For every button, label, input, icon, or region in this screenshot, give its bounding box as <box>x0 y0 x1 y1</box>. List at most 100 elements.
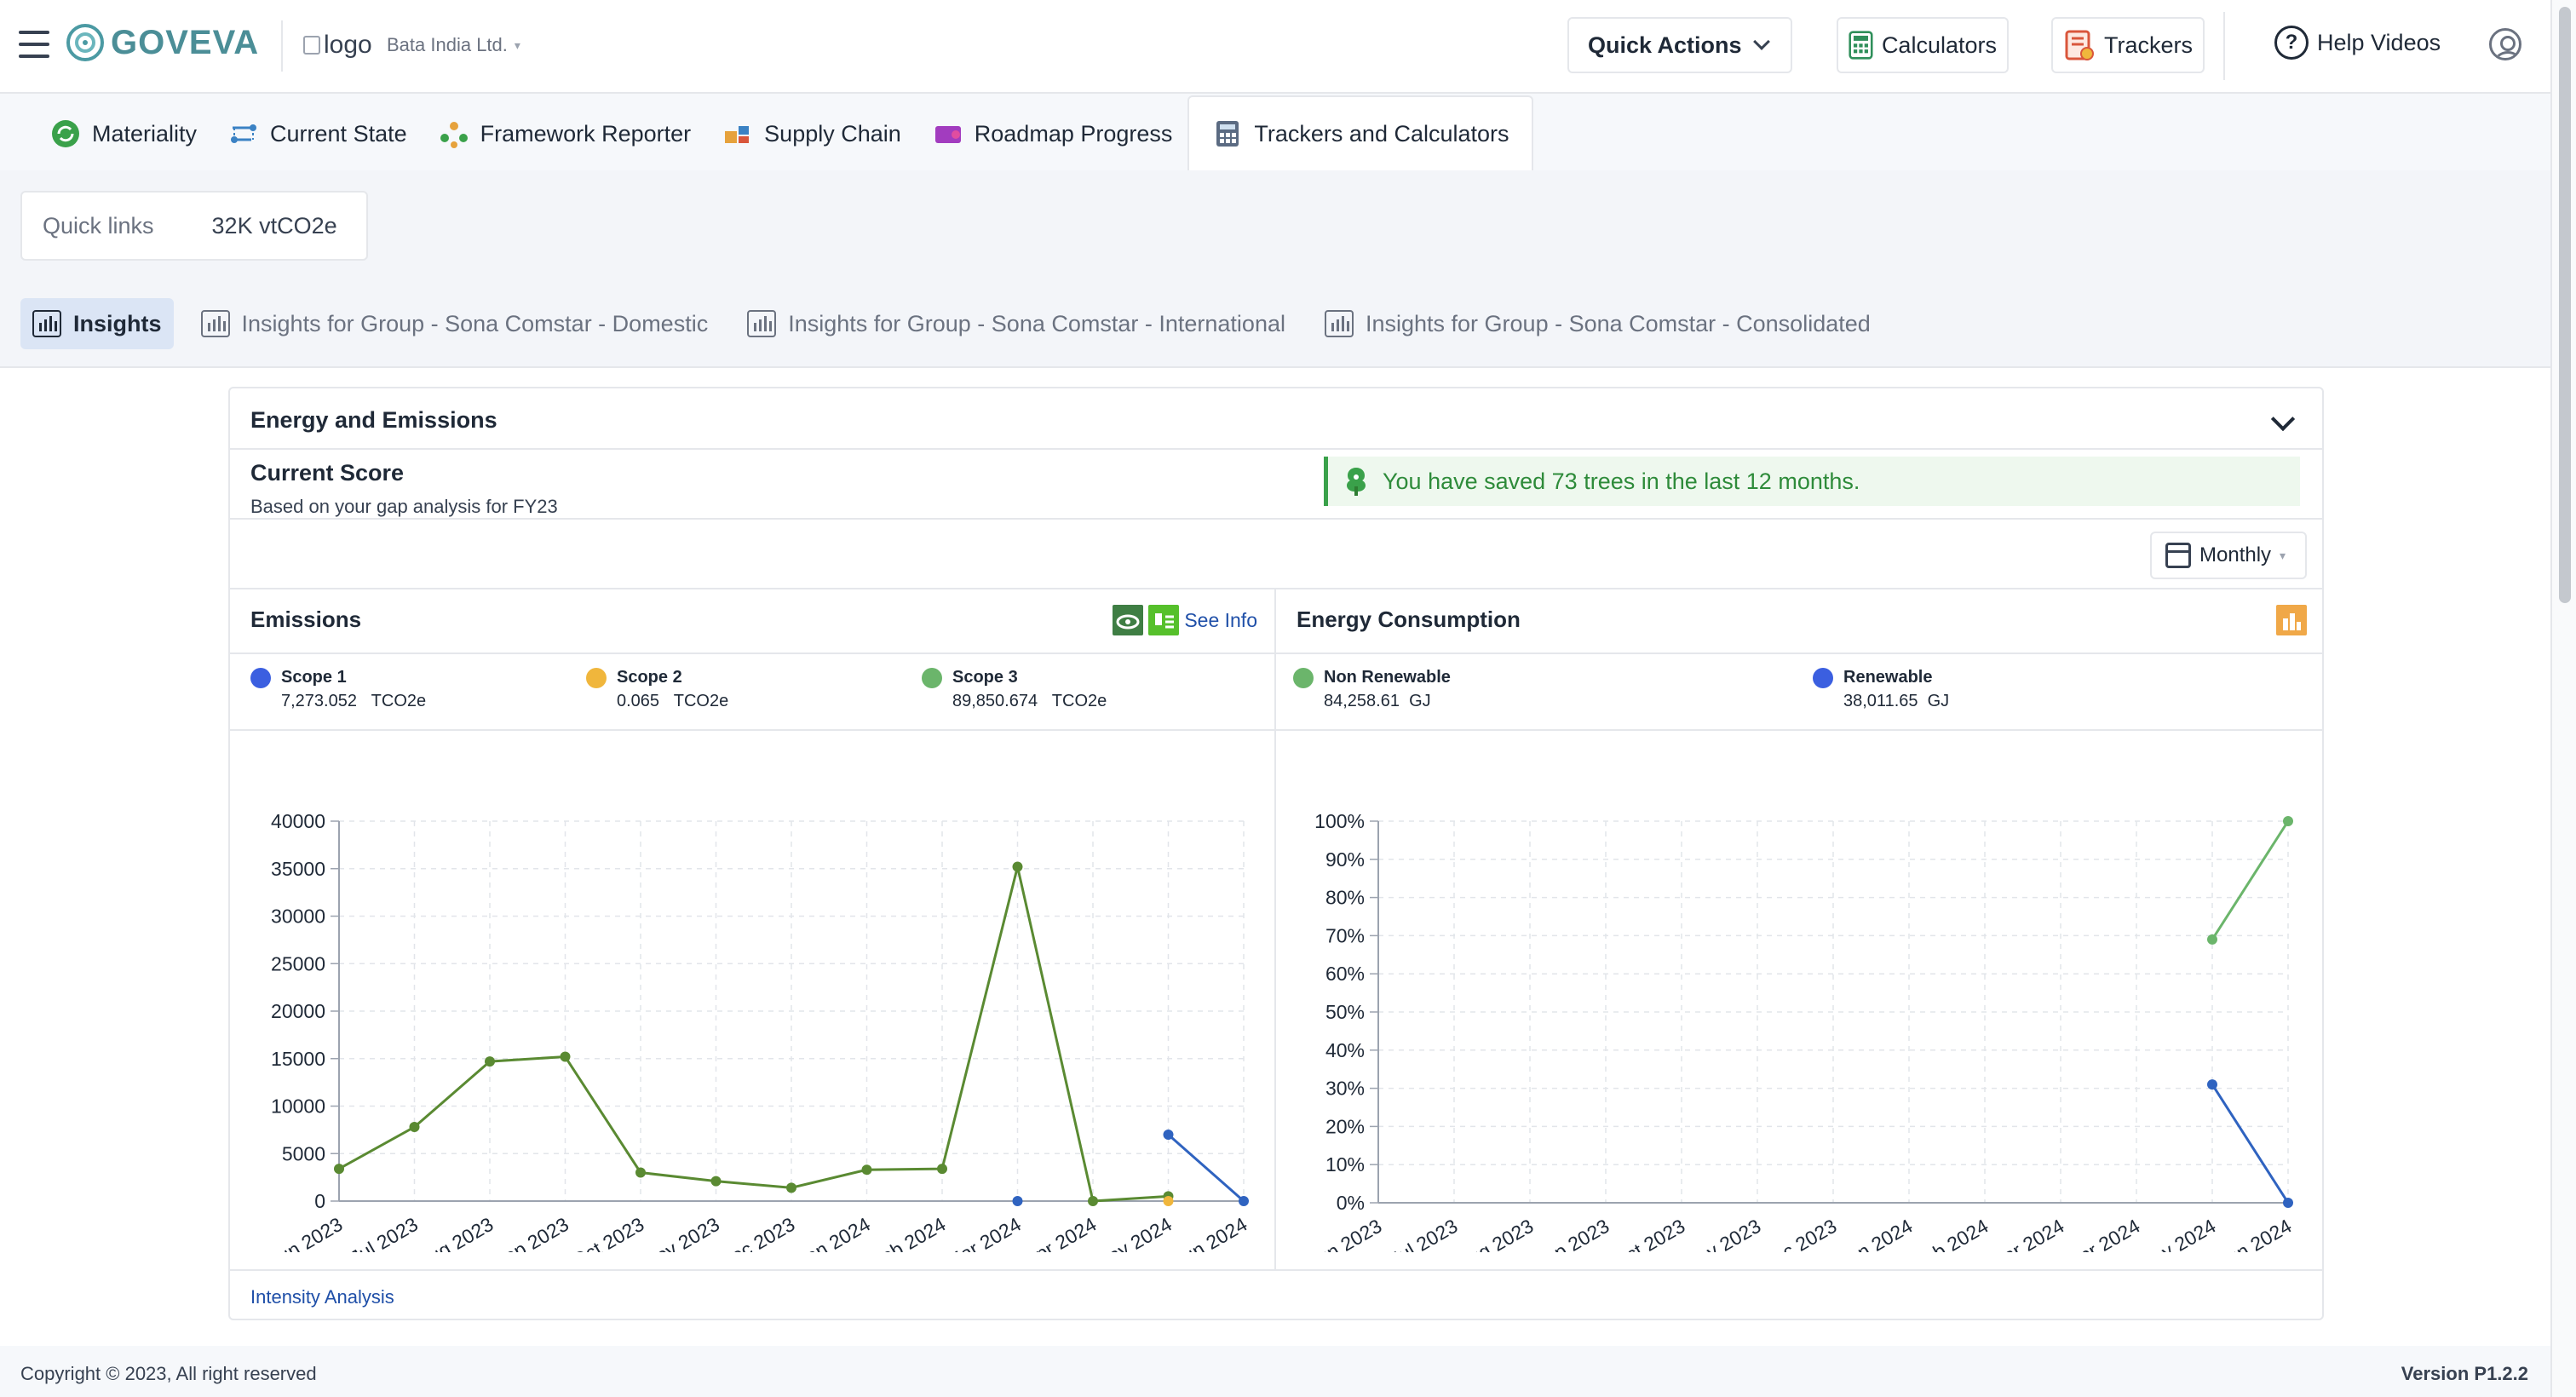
quick-links-value[interactable]: 32K vtCO2e <box>211 212 337 239</box>
y-tick-label: 90% <box>1325 848 1365 871</box>
tracker-icon <box>2065 30 2094 60</box>
x-tick-label: Mar 2024 <box>1985 1215 2067 1252</box>
calculators-button[interactable]: Calculators <box>1837 17 2009 73</box>
bar-chart-icon <box>32 310 61 337</box>
help-videos-label: Help Videos <box>2317 29 2441 55</box>
data-point-scope-3 <box>560 1051 571 1062</box>
emissions-panel: Emissions See Info Scope 1 7,273.052 TCO2… <box>230 588 1276 1269</box>
legend-scope-1[interactable]: Scope 1 7,273.052 TCO2e <box>250 666 426 714</box>
legend-renewable[interactable]: Renewable 38,011.65 GJ <box>1813 666 1949 714</box>
energy-emissions-card: Energy and Emissions Current Score Based… <box>228 387 2324 1320</box>
y-tick-label: 80% <box>1325 887 1365 909</box>
y-tick-label: 5000 <box>282 1142 325 1164</box>
y-tick-label: 20000 <box>271 1000 325 1022</box>
tab-roadmap-progress[interactable]: Roadmap Progress <box>917 97 1188 170</box>
quick-links-label: Quick links <box>43 212 154 239</box>
tab-insights-international[interactable]: Insights for Group - Sona Comstar - Inte… <box>735 298 1297 349</box>
divider <box>230 588 2322 589</box>
caret-down-icon: ▾ <box>2280 548 2286 562</box>
help-videos-link[interactable]: ? Help Videos <box>2274 26 2441 60</box>
tab-insights[interactable]: Insights <box>20 298 174 349</box>
tab-insights-consolidated[interactable]: Insights for Group - Sona Comstar - Cons… <box>1313 298 1883 349</box>
legend-unit: GJ <box>1409 692 1431 710</box>
tab-label: Roadmap Progress <box>974 120 1173 147</box>
tab-trackers-and-calculators[interactable]: Trackers and Calculators <box>1187 95 1533 170</box>
current-state-icon <box>231 124 257 143</box>
x-tick-label: Feb 2024 <box>866 1213 949 1252</box>
goveva-logo-icon <box>66 24 104 61</box>
see-info-link[interactable]: See Info <box>1113 605 1257 635</box>
x-tick-label: Jul 2023 <box>1386 1215 1461 1252</box>
user-avatar-icon[interactable] <box>2489 28 2521 60</box>
y-tick-label: 100% <box>1314 810 1365 832</box>
sdg-7-icon <box>2276 605 2307 635</box>
data-point-non-renewable <box>2207 934 2217 945</box>
divider <box>230 729 1274 731</box>
collapse-chevron-icon[interactable] <box>2270 406 2296 432</box>
period-value: Monthly <box>2199 543 2272 566</box>
tab-label: Insights for Group - Sona Comstar - Dome… <box>241 310 709 336</box>
data-point-scope-1 <box>1012 1196 1023 1206</box>
emissions-title: Emissions <box>250 607 362 632</box>
legend-non-renewable[interactable]: Non Renewable 84,258.61 GJ <box>1293 666 1451 714</box>
legend-scope-3[interactable]: Scope 3 89,850.674 TCO2e <box>922 666 1107 714</box>
x-tick-label: Oct 2023 <box>1609 1215 1689 1252</box>
legend-unit: GJ <box>1927 692 1950 710</box>
intensity-analysis-link[interactable]: Intensity Analysis <box>250 1286 394 1308</box>
y-tick-label: 30000 <box>271 905 325 928</box>
energy-info[interactable] <box>2276 605 2307 635</box>
x-tick-label: Mar 2024 <box>942 1213 1025 1252</box>
data-point-scope-1 <box>1163 1129 1174 1140</box>
x-tick-label: Jun 2023 <box>266 1213 347 1252</box>
legend-unit: TCO2e <box>673 692 729 710</box>
brand-logo[interactable]: GOVEVA <box>65 22 259 63</box>
divider <box>230 653 1274 654</box>
y-tick-label: 25000 <box>271 952 325 974</box>
chevron-down-icon <box>1752 33 1770 50</box>
series-line-non-renewable <box>2211 820 2290 940</box>
y-tick-label: 20% <box>1325 1115 1365 1137</box>
y-tick-label: 40% <box>1325 1039 1365 1061</box>
x-tick-label: Nov 2023 <box>640 1213 723 1252</box>
quick-actions-button[interactable]: Quick Actions <box>1567 17 1792 73</box>
tab-supply-chain[interactable]: Supply Chain <box>706 97 917 170</box>
legend-name: Non Renewable <box>1324 668 1451 687</box>
materiality-icon <box>52 120 79 147</box>
trackers-button[interactable]: Trackers <box>2051 17 2205 73</box>
energy-title: Energy Consumption <box>1297 607 1521 632</box>
tab-label: Trackers and Calculators <box>1254 120 1509 147</box>
legend-scope-2[interactable]: Scope 2 0.065 TCO2e <box>586 666 728 714</box>
page-scrollbar[interactable] <box>2550 0 2576 1397</box>
calculator-icon <box>1849 31 1873 60</box>
data-point-non-renewable <box>2283 816 2293 826</box>
tab-label: Insights for Group - Sona Comstar - Cons… <box>1365 310 1871 336</box>
menu-icon[interactable] <box>19 31 49 58</box>
legend-unit: TCO2e <box>371 692 427 710</box>
y-tick-label: 10% <box>1325 1153 1365 1176</box>
y-tick-label: 0 <box>314 1190 325 1212</box>
divider <box>230 1269 2322 1271</box>
data-point-scope-3 <box>485 1056 495 1067</box>
quick-links[interactable]: Quick links 32K vtCO2e <box>20 191 368 261</box>
legend-value: 0.065 <box>617 692 660 710</box>
sdg-13-icon <box>1113 605 1144 635</box>
y-tick-label: 0% <box>1337 1192 1365 1214</box>
divider <box>1276 729 2324 731</box>
copyright-text: Copyright © 2023, All right reserved <box>20 1363 317 1384</box>
tab-materiality[interactable]: Materiality <box>34 97 212 170</box>
broken-image-icon <box>303 36 320 55</box>
header-divider <box>281 20 283 72</box>
y-tick-label: 70% <box>1325 924 1365 946</box>
current-score-title: Current Score <box>250 460 405 486</box>
scrollbar-thumb[interactable] <box>2559 7 2571 603</box>
tab-framework-reporter[interactable]: Framework Reporter <box>423 97 707 170</box>
tab-current-state[interactable]: Current State <box>212 97 423 170</box>
roadmap-icon <box>934 126 961 143</box>
tab-insights-domestic[interactable]: Insights for Group - Sona Comstar - Dome… <box>189 298 721 349</box>
divider <box>1276 653 2324 654</box>
org-selector[interactable]: Bata India Ltd. ▾ <box>387 34 520 56</box>
x-tick-label: Oct 2023 <box>568 1213 648 1252</box>
legend-unit: TCO2e <box>1051 692 1107 710</box>
period-select[interactable]: Monthly ▾ <box>2150 532 2307 579</box>
legend-dot <box>586 668 607 688</box>
